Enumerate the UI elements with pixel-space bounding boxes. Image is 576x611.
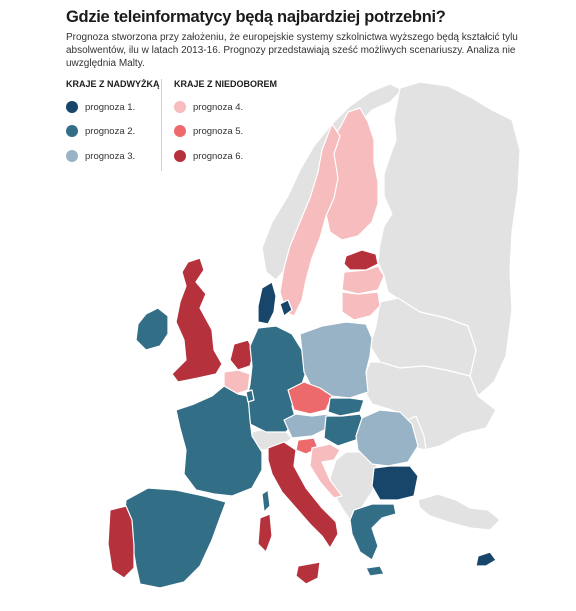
region-sardinia (257, 513, 273, 553)
legend-label: prognoza 6. (193, 150, 244, 162)
region-ukraine (361, 361, 497, 451)
page-title: Gdzie teleinformatycy będą najbardziej p… (66, 8, 446, 26)
region-lithuania (341, 291, 381, 321)
region-france (175, 385, 263, 497)
region-ireland (135, 307, 169, 351)
legend-item-prognoza-4: prognoza 4. (174, 100, 243, 114)
legend-item-prognoza-6: prognoza 6. (174, 149, 243, 163)
region-bulgaria (371, 465, 419, 501)
legend-swatch (174, 150, 186, 162)
legend-swatch (174, 101, 186, 113)
region-croatia (309, 443, 343, 499)
legend-label: prognoza 3. (85, 150, 136, 162)
region-corsica (261, 489, 271, 513)
legend-item-prognoza-2: prognoza 2. (66, 124, 135, 138)
legend-surplus-heading: KRAJE Z NADWYŻKĄ (66, 79, 160, 89)
legend-divider (161, 79, 162, 171)
region-portugal (107, 505, 135, 579)
region-austria (283, 413, 329, 439)
legend: KRAJE Z NADWYŻKĄ KRAJE Z NIEDOBOREM prog… (66, 79, 306, 171)
region-sweden (279, 123, 341, 317)
region-latvia (341, 265, 385, 295)
region-romania (355, 409, 419, 467)
region-turkey (417, 493, 501, 531)
legend-swatch (174, 125, 186, 137)
legend-swatch (66, 101, 78, 113)
legend-label: prognoza 5. (193, 125, 244, 137)
legend-swatch (66, 150, 78, 162)
region-poland (299, 321, 373, 399)
region-greece (349, 503, 397, 577)
region-cyprus (475, 551, 497, 567)
region-luxembourg (245, 389, 255, 403)
legend-label: prognoza 1. (85, 101, 136, 113)
region-spain (123, 487, 227, 589)
legend-item-prognoza-5: prognoza 5. (174, 124, 243, 138)
legend-item-prognoza-3: prognoza 3. (66, 149, 135, 163)
region-netherlands (229, 339, 255, 371)
region-denmark (257, 281, 293, 325)
legend-item-prognoza-1: prognoza 1. (66, 100, 135, 114)
legend-shortage-heading: KRAJE Z NIEDOBOREM (174, 79, 278, 89)
region-estonia (343, 249, 379, 271)
region-slovakia (327, 397, 365, 417)
legend-label: prognoza 2. (85, 125, 136, 137)
legend-swatch (66, 125, 78, 137)
legend-label: prognoza 4. (193, 101, 244, 113)
region-italy (267, 441, 339, 549)
region-uk (171, 257, 223, 383)
region-sicily (295, 561, 321, 585)
page-subtitle: Prognoza stworzona przy założeniu, że eu… (66, 32, 518, 69)
